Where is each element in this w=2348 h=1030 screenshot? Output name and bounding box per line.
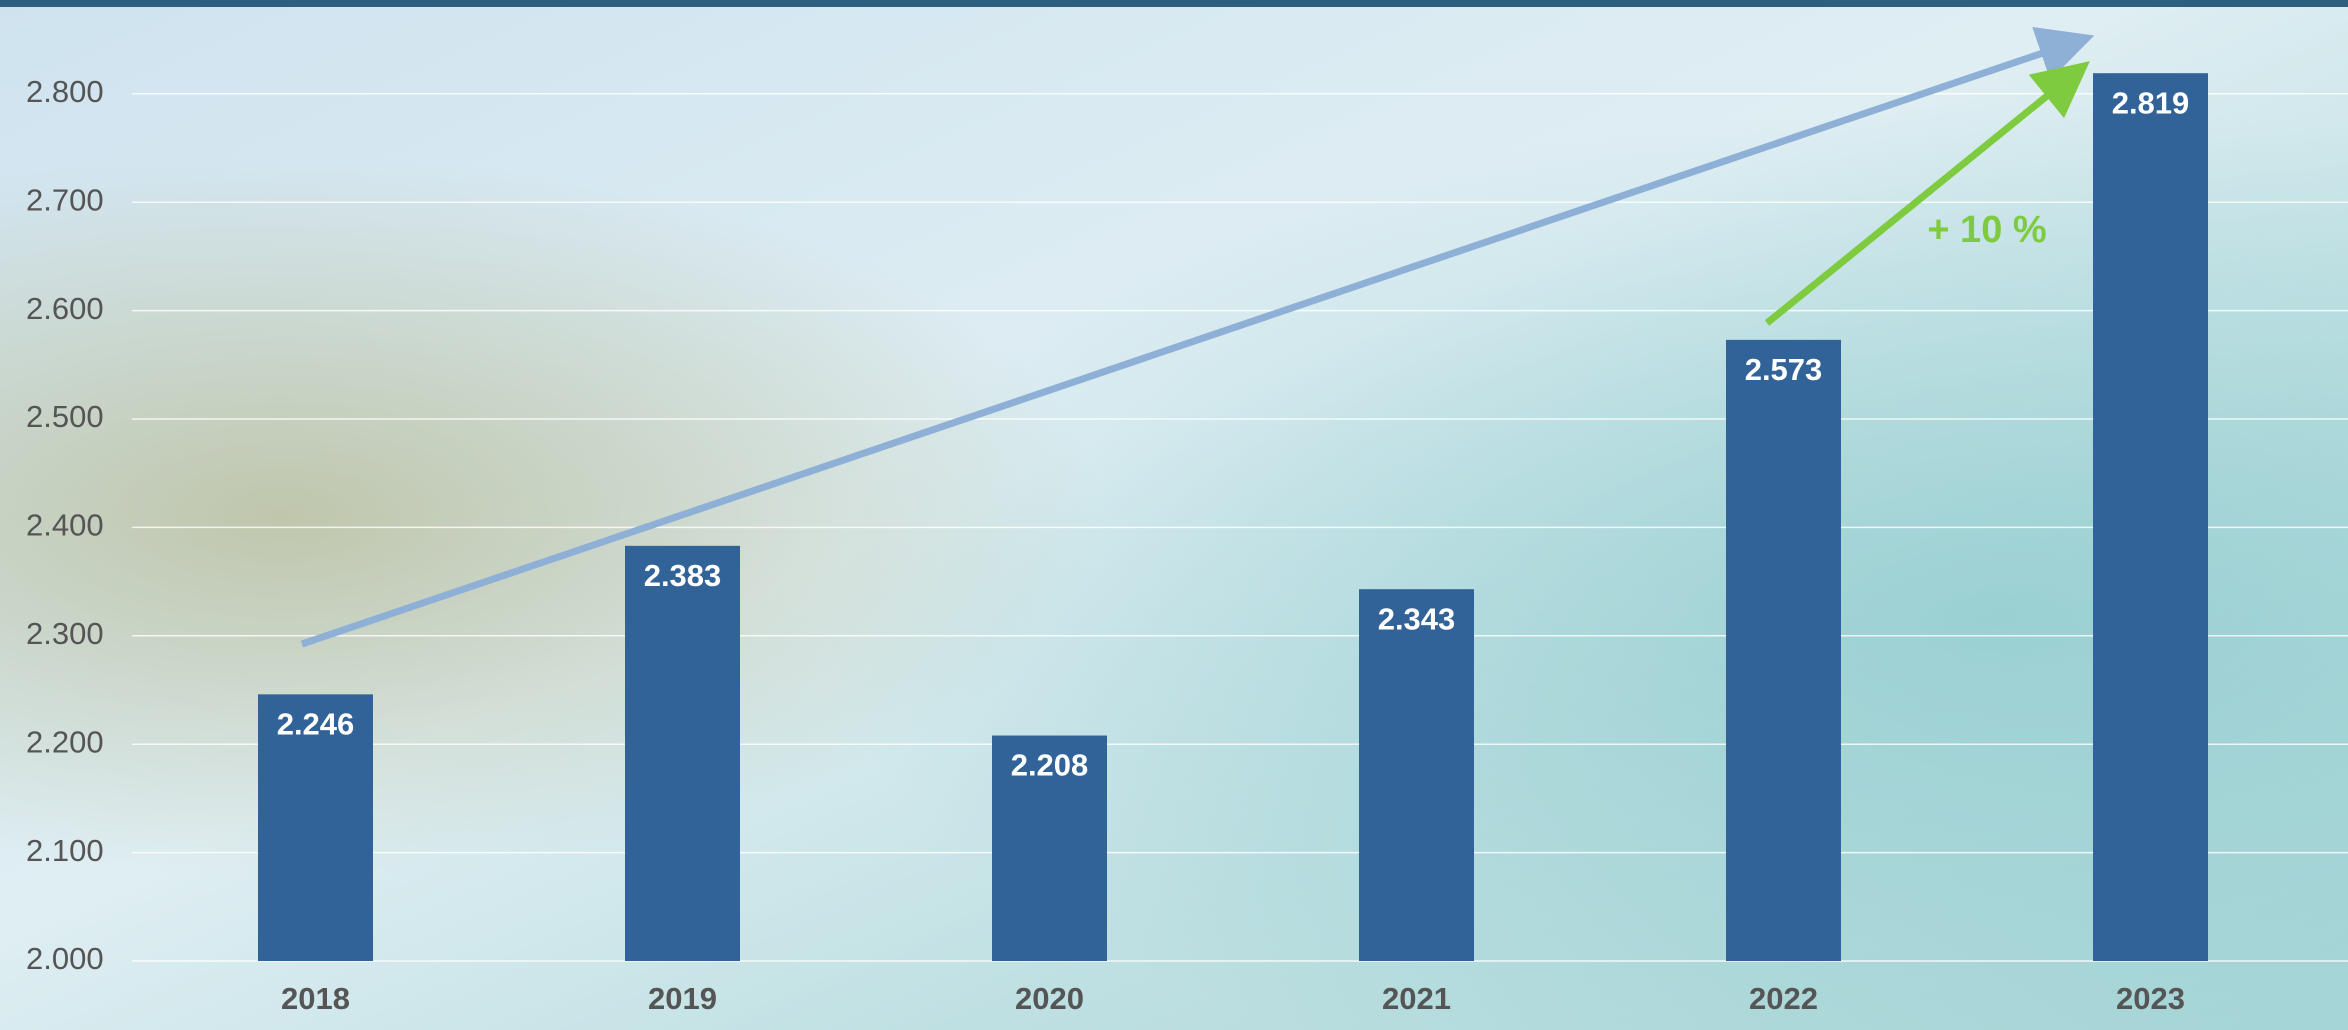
y-tick-label: 2.400 xyxy=(26,508,104,543)
y-tick-label: 2.200 xyxy=(26,724,104,759)
x-tick-label: 2018 xyxy=(281,981,350,1016)
value-label: 2.573 xyxy=(1745,352,1823,387)
y-tick-label: 2.600 xyxy=(26,291,104,326)
x-tick-label: 2021 xyxy=(1382,981,1451,1016)
y-tick-label: 2.100 xyxy=(26,833,104,868)
value-label: 2.383 xyxy=(644,558,722,593)
value-label: 2.246 xyxy=(277,707,355,742)
bar xyxy=(1359,589,1474,961)
chart: 2.000 2.100 2.200 2.300 2.400 2.500 2.600 2.700… xyxy=(0,0,2348,1030)
value-label: 2.208 xyxy=(1011,748,1089,783)
value-label: 2.343 xyxy=(1378,601,1456,636)
top-border xyxy=(0,0,2348,7)
value-label: 2.819 xyxy=(2112,85,2190,120)
x-tick-label: 2019 xyxy=(648,981,717,1016)
y-tick-label: 2.000 xyxy=(26,941,104,976)
y-tick-label: 2.500 xyxy=(26,399,104,434)
y-tick-label: 2.300 xyxy=(26,616,104,651)
x-tick-label: 2022 xyxy=(1749,981,1818,1016)
x-tick-label: 2020 xyxy=(1015,981,1084,1016)
bar xyxy=(2093,73,2208,961)
y-tick-label: 2.700 xyxy=(26,182,104,217)
x-tick-label: 2023 xyxy=(2116,981,2185,1016)
bar xyxy=(1726,340,1841,961)
annotation: + 10 % xyxy=(1927,209,2046,251)
y-tick-label: 2.800 xyxy=(26,74,104,109)
page: {"chart_data": {"type": "bar", "categori… xyxy=(0,0,2348,1030)
bar xyxy=(625,546,740,961)
